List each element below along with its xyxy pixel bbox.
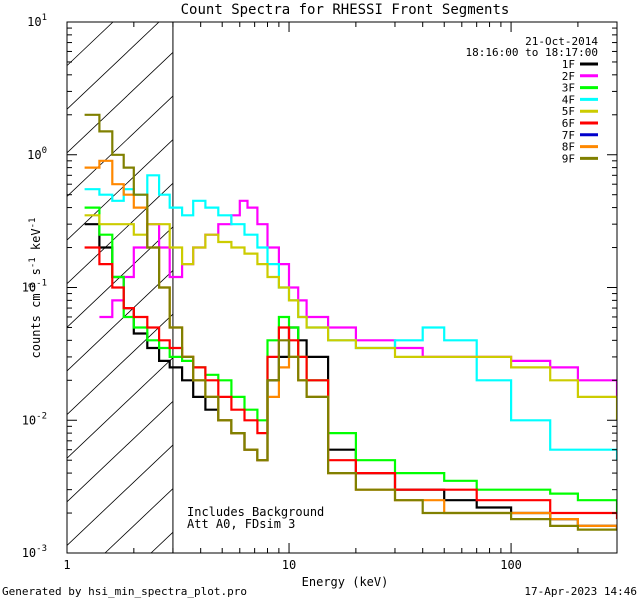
y-tick-label-0: 100 bbox=[27, 146, 47, 162]
legend-label-5F: 5F bbox=[562, 105, 575, 118]
legend-label-9F: 9F bbox=[562, 152, 575, 165]
series-1F bbox=[84, 223, 617, 530]
x-axis-label: Energy (keV) bbox=[302, 575, 389, 589]
y-label-base: counts cm bbox=[29, 293, 43, 358]
legend-label-2F: 2F bbox=[562, 70, 575, 83]
legend-label-1F: 1F bbox=[562, 58, 575, 71]
legend-time-range: 18:16:00 to 18:17:00 bbox=[466, 46, 598, 59]
y-tick-label--3: 10-3 bbox=[22, 544, 47, 560]
y-label-exp1: -2 bbox=[28, 283, 38, 294]
series-5F bbox=[84, 214, 617, 421]
y-label-end: keV bbox=[29, 228, 43, 257]
series-4F bbox=[84, 174, 617, 461]
x-tick-label-10: 10 bbox=[282, 558, 296, 572]
axis-ticks: 1 10 100 101 100 10-1 10-2 10-3 bbox=[22, 13, 618, 572]
series-6F bbox=[84, 246, 617, 520]
y-tick-label-1: 101 bbox=[27, 13, 47, 29]
legend-label-3F: 3F bbox=[562, 82, 575, 95]
y-label-exp3: -1 bbox=[28, 218, 38, 229]
legend-label-7F: 7F bbox=[562, 129, 575, 142]
y-label-mid: s bbox=[29, 268, 43, 282]
footer-generated-by: Generated by hsi_min_spectra_plot.pro bbox=[2, 585, 247, 598]
x-tick-label-100: 100 bbox=[500, 558, 522, 572]
legend-date: 21-Oct-2014 bbox=[525, 35, 598, 48]
series-8F bbox=[84, 159, 617, 530]
footer-timestamp: 17-Apr-2023 14:46 bbox=[524, 585, 637, 598]
x-tick-label-1: 1 bbox=[63, 558, 70, 572]
attenuator-hatch-region bbox=[67, 22, 173, 553]
annotation-attenuator: Att A0, FDsim 3 bbox=[187, 517, 295, 531]
annotation-background: Includes Background bbox=[187, 505, 324, 519]
legend-label-6F: 6F bbox=[562, 117, 575, 130]
y-tick-label--1: 10-1 bbox=[22, 279, 47, 295]
y-tick-label--2: 10-2 bbox=[22, 411, 47, 427]
series-9F bbox=[84, 113, 617, 531]
series-layer bbox=[84, 113, 617, 531]
chart-title: Count Spectra for RHESSI Front Segments bbox=[181, 2, 510, 18]
y-axis-label: counts cm-2 s-1 keV-1 bbox=[28, 218, 43, 359]
legend-label-8F: 8F bbox=[562, 141, 575, 154]
legend-label-4F: 4F bbox=[562, 93, 575, 106]
y-label-exp2: -1 bbox=[28, 257, 38, 268]
